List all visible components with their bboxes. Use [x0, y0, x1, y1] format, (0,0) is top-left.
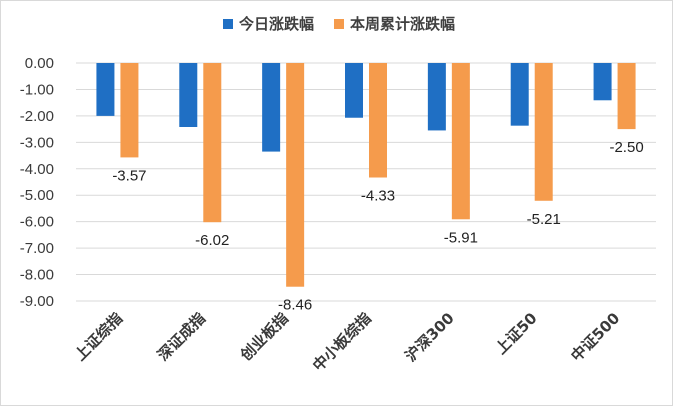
bar-series-2 — [534, 63, 553, 201]
bar-series-1 — [593, 63, 612, 101]
y-tick-label: -6.00 — [20, 214, 54, 231]
x-tick-label: 上证综指 — [71, 309, 126, 364]
bar-series-2 — [286, 63, 305, 287]
bar-series-1 — [96, 63, 115, 116]
data-label: -4.33 — [361, 188, 395, 205]
data-label: -8.46 — [278, 297, 312, 314]
bar-series-1 — [179, 63, 198, 127]
data-label: -5.91 — [444, 229, 478, 246]
bar-series-1 — [510, 63, 529, 126]
x-tick-label: 上证50 — [492, 309, 541, 358]
legend-label: 本周累计涨跌幅 — [350, 15, 455, 33]
bar-series-2 — [617, 63, 636, 130]
legend-swatch — [334, 19, 344, 29]
y-tick-label: -7.00 — [20, 240, 54, 257]
bar-series-1 — [345, 63, 363, 118]
bar-series-1 — [262, 63, 281, 152]
y-tick-label: -2.00 — [20, 108, 54, 125]
x-tick-label: 中证500 — [567, 309, 623, 365]
x-tick-label: 沪深300 — [402, 309, 458, 365]
bar-series-2 — [203, 63, 222, 223]
data-label: -6.02 — [195, 232, 229, 249]
y-tick-label: 0.00 — [25, 55, 54, 72]
legend-swatch — [223, 19, 233, 29]
data-label: -5.21 — [527, 211, 561, 228]
y-tick-label: -3.00 — [20, 134, 54, 151]
y-tick-label: -5.00 — [20, 187, 54, 204]
legend-label: 今日涨跌幅 — [238, 15, 314, 33]
y-tick-label: -1.00 — [20, 81, 54, 98]
x-tick-label: 深证成指 — [154, 309, 209, 364]
data-label: -2.50 — [609, 139, 643, 156]
y-tick-label: -4.00 — [20, 161, 54, 178]
bar-series-1 — [427, 63, 446, 131]
y-tick-label: -8.00 — [20, 267, 54, 284]
y-tick-label: -9.00 — [20, 293, 54, 310]
x-tick-label: 创业板指 — [236, 309, 292, 365]
data-label: -3.57 — [112, 167, 146, 184]
bar-series-2 — [369, 63, 387, 178]
x-tick-label: 中小板综指 — [309, 309, 375, 375]
bar-series-2 — [120, 63, 139, 158]
bar-series-2 — [451, 63, 470, 220]
